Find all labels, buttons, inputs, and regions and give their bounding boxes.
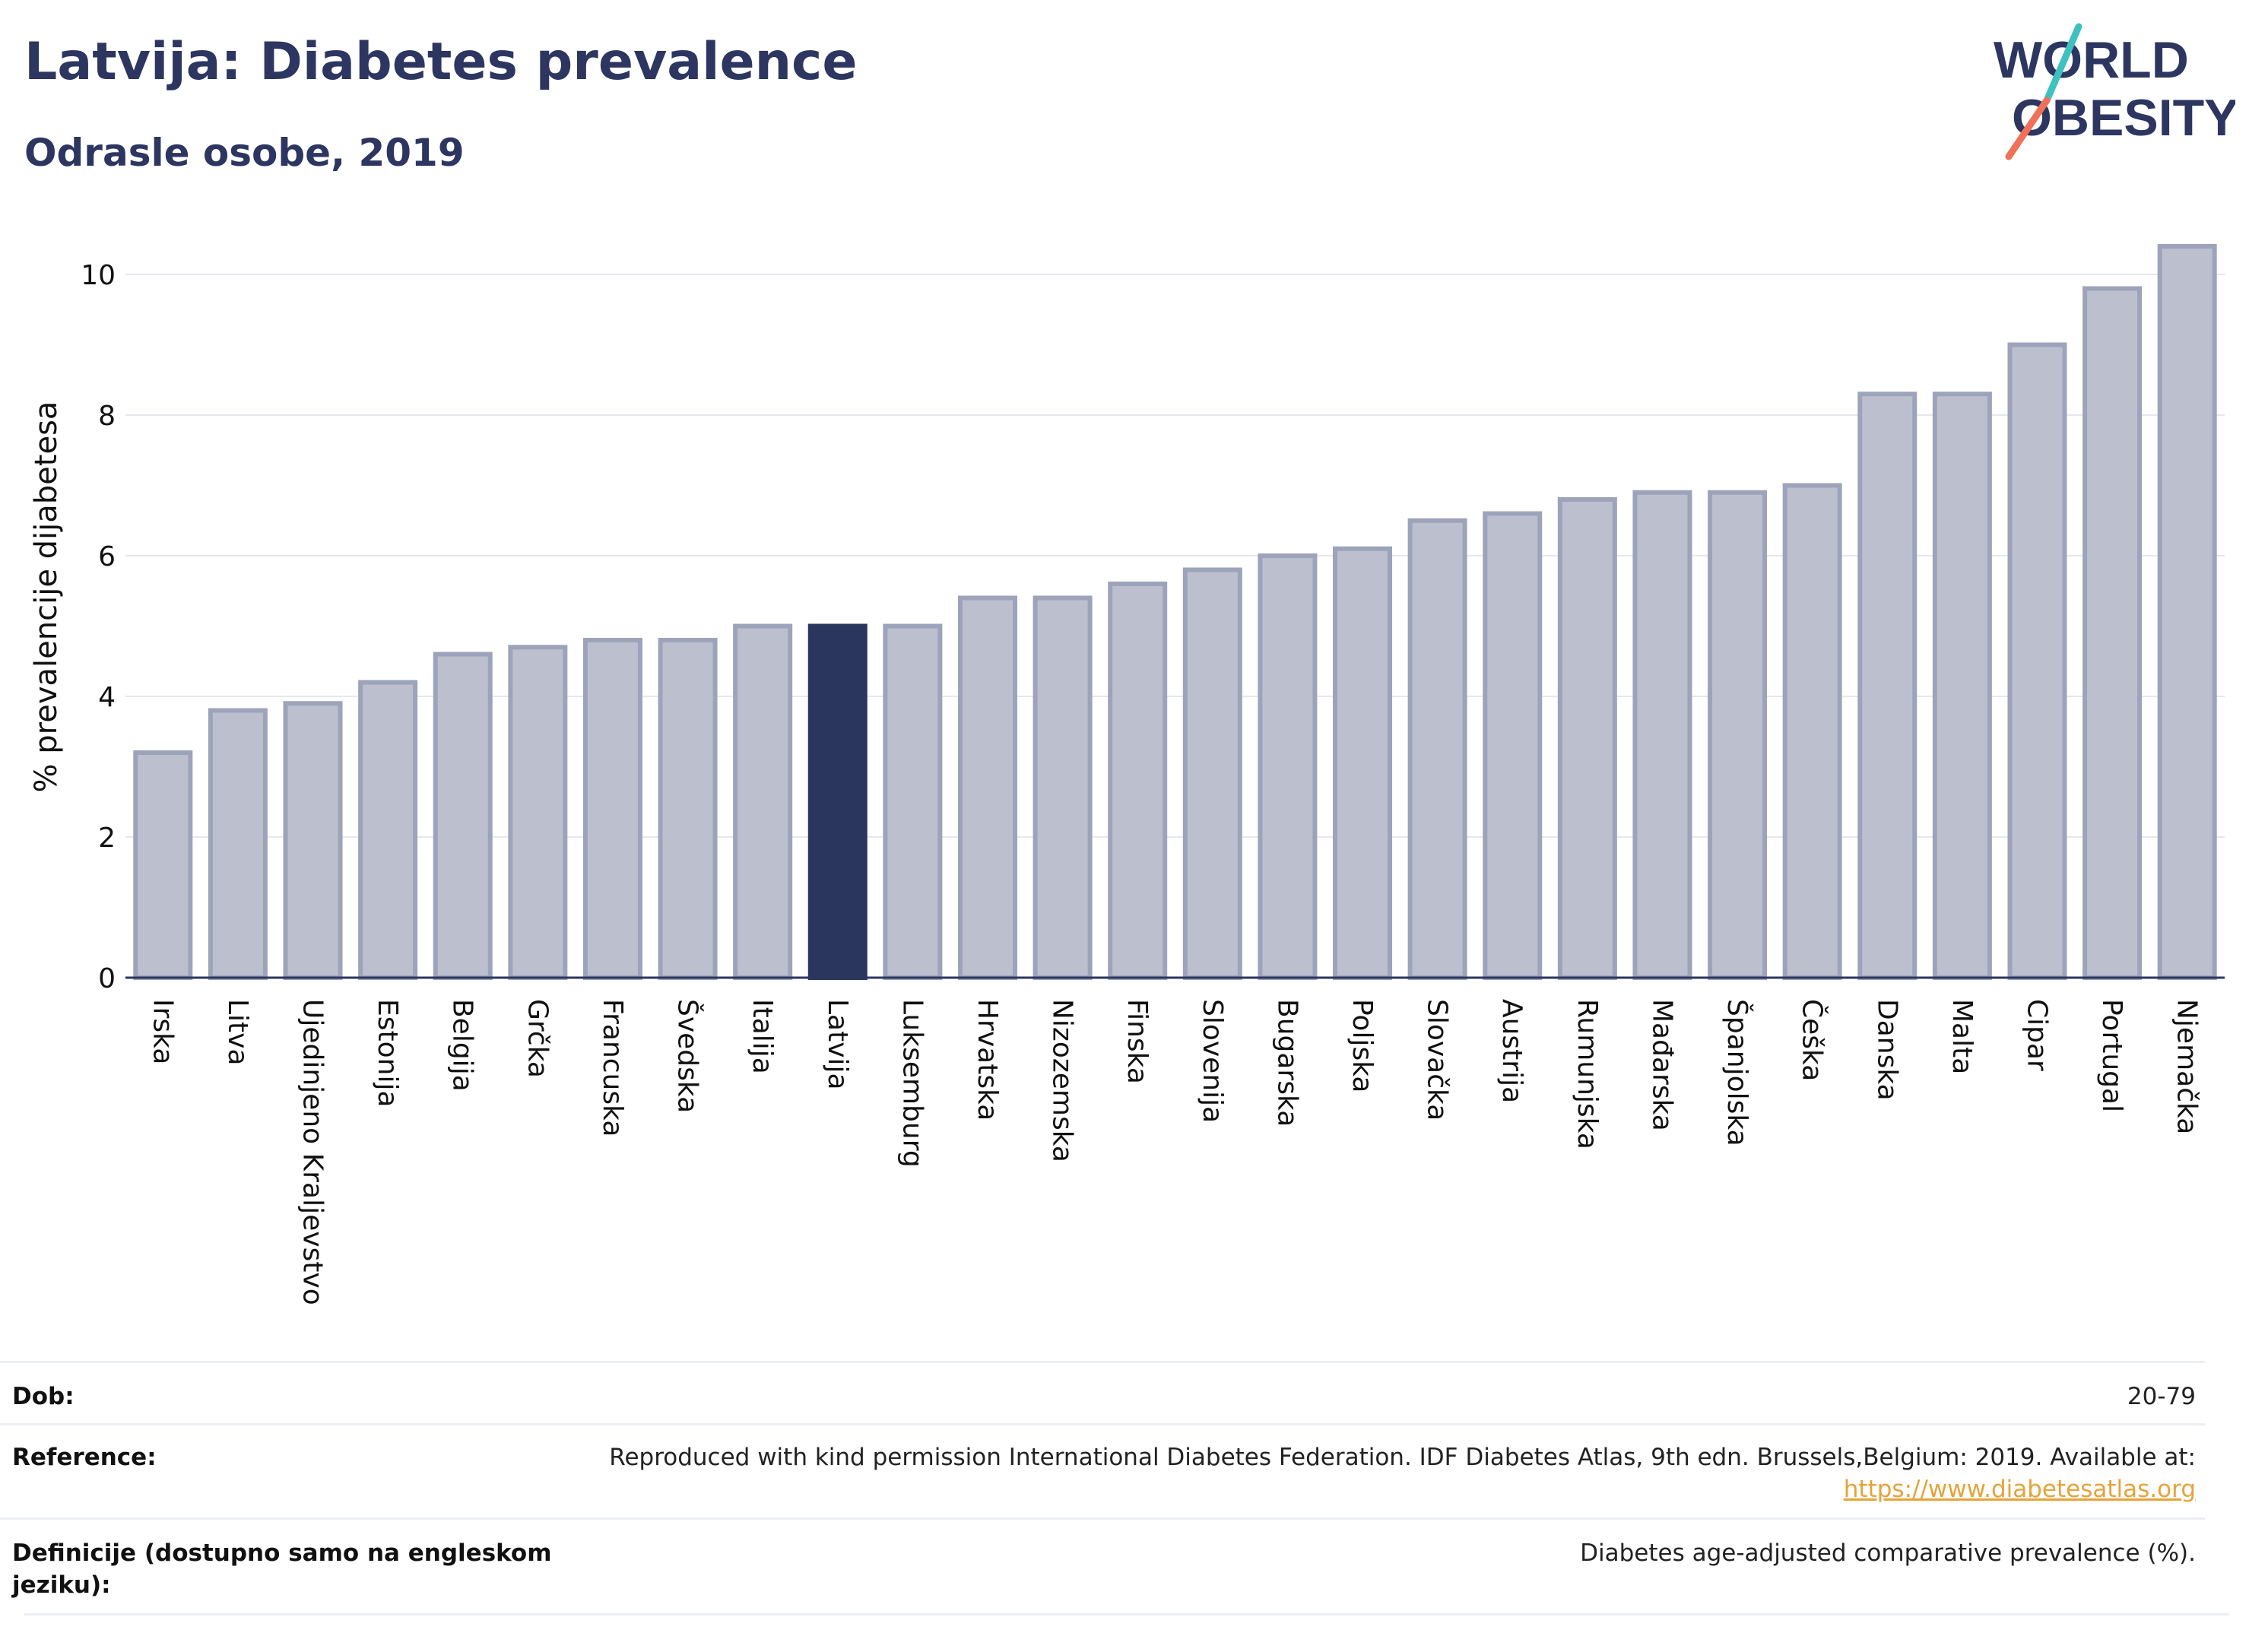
x-tick-label: Cipar	[2021, 999, 2052, 1071]
bar-Belgija	[433, 652, 493, 980]
logo-slash-red	[2005, 97, 2051, 160]
x-tick-label: Italija	[747, 999, 778, 1074]
reference-label: Reference:	[12, 1444, 157, 1471]
bar-Češka	[1782, 483, 1842, 980]
y-tick-label: 2	[98, 823, 116, 854]
bar-Grčka	[508, 645, 568, 980]
y-tick-label: 8	[98, 401, 116, 432]
x-tick-label: Danska	[1871, 999, 1902, 1101]
x-tick-label: Hrvatska	[972, 999, 1003, 1121]
x-tick-label: Luksemburg	[896, 999, 928, 1168]
info-row-definition: Definicije (dostupno samo na engleskom j…	[0, 1517, 2205, 1616]
bar-Bugarska	[1258, 553, 1318, 980]
definition-label-line1: Definicije (dostupno samo na engleskom	[12, 1539, 552, 1567]
table-bottom-border	[24, 1613, 2229, 1616]
bar-chart: 0 2 4 6 8 10 Irska Litva Ujedinjeno Kraljevstvo E…	[29, 244, 2225, 1305]
x-tick-label: Irska	[147, 999, 178, 1064]
x-tick-label: Njemačka	[2171, 999, 2203, 1134]
y-tick-label: 10	[81, 260, 116, 291]
x-tick-label: Francuska	[597, 999, 628, 1137]
bar-Italija	[733, 623, 793, 980]
bar-Nizozemska	[1033, 595, 1093, 980]
reference-link[interactable]: https://www.diabetesatlas.org	[1843, 1476, 2196, 1503]
bar-Luksemburg	[883, 623, 943, 980]
definition-label-line2: jeziku):	[12, 1571, 111, 1599]
x-tick-label: Finska	[1121, 999, 1153, 1084]
x-tick-label: Nizozemska	[1047, 999, 1078, 1162]
bar-Finska	[1108, 582, 1168, 980]
age-value: 20-79	[2127, 1383, 2196, 1410]
bar-Slovačka	[1407, 518, 1467, 980]
x-tick-label: Belgija	[447, 999, 478, 1092]
logo-slash-teal	[2043, 23, 2082, 104]
bar-Danska	[1857, 392, 1918, 980]
bar-Hrvatska	[957, 595, 1017, 980]
x-tick-label: Litva	[222, 999, 253, 1066]
bar-Ujedinjeno Kraljevstvo	[283, 701, 343, 980]
x-tick-label: Latvija	[822, 999, 853, 1090]
y-axis-label: % prevalencije dijabetesa	[29, 401, 64, 793]
bars-layer	[133, 244, 2217, 980]
x-tick-label: Švedska	[672, 999, 704, 1113]
y-tick-label: 4	[98, 682, 116, 713]
x-tick-label: Ujedinjeno Kraljevstvo	[297, 999, 328, 1305]
bar-Malta	[1932, 392, 1992, 980]
page-subtitle: Odrasle osobe, 2019	[24, 131, 465, 175]
bar-Estonija	[358, 680, 418, 980]
x-tick-label: Mađarska	[1646, 999, 1677, 1131]
page-title: Latvija: Diabetes prevalence	[24, 32, 858, 92]
bar-Latvija	[807, 623, 868, 980]
logo-line1: WORLD	[1994, 31, 2189, 89]
x-tick-label: Austrija	[1496, 999, 1527, 1103]
bar-Slovenija	[1182, 567, 1242, 980]
bar-Njemačka	[2157, 244, 2217, 980]
reference-text: Reproduced with kind permission Internat…	[609, 1444, 2196, 1471]
bar-Austrija	[1483, 511, 1543, 980]
x-tick-label: Slovačka	[1422, 999, 1453, 1121]
labels-layer: 0 2 4 6 8 10 Irska Litva Ujedinjeno Kraljevstvo E…	[81, 260, 2203, 1305]
world-obesity-logo: WORLD OBESITY	[1994, 23, 2235, 160]
bar-Španjolska	[1708, 490, 1768, 980]
age-label: Dob:	[12, 1383, 75, 1410]
x-tick-label: Rumunjska	[1572, 999, 1603, 1149]
x-tick-label: Španjolska	[1721, 999, 1753, 1146]
bar-Švedska	[658, 638, 718, 980]
info-row-age: Dob: 20-79	[0, 1361, 2205, 1425]
y-tick-label: 0	[98, 963, 116, 994]
x-tick-label: Estonija	[372, 999, 403, 1108]
definition-text: Diabetes age-adjusted comparative preval…	[1580, 1539, 2196, 1567]
x-tick-label: Slovenija	[1197, 999, 1228, 1123]
bar-Irska	[133, 750, 193, 980]
bar-Portugal	[2082, 286, 2143, 980]
bar-Mađarska	[1632, 490, 1692, 980]
x-tick-label: Portugal	[2096, 999, 2127, 1112]
info-row-reference: Reference: Reproduced with kind permissi…	[0, 1423, 2205, 1520]
bar-Poljska	[1333, 546, 1393, 980]
x-tick-label: Poljska	[1347, 999, 1378, 1093]
x-tick-label: Bugarska	[1271, 999, 1302, 1127]
bar-Francuska	[582, 638, 642, 980]
bar-Rumunjska	[1557, 497, 1617, 980]
x-tick-label: Grčka	[522, 999, 553, 1078]
bar-Litva	[208, 708, 268, 980]
y-tick-label: 6	[98, 541, 116, 572]
bar-Cipar	[2007, 342, 2067, 980]
x-tick-label: Malta	[1946, 999, 1978, 1074]
x-tick-label: Češka	[1797, 999, 1829, 1081]
